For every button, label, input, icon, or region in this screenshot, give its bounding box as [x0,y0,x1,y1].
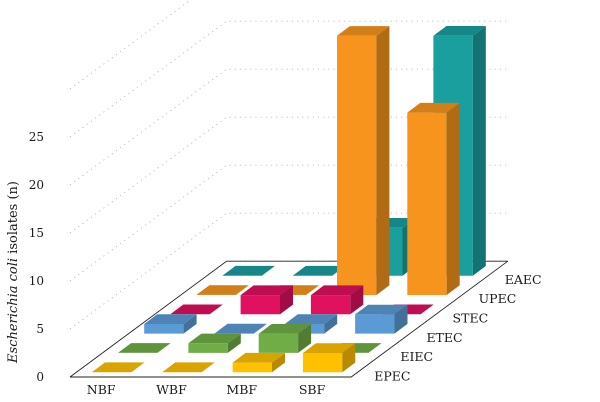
bar-front-face [337,35,377,296]
bar-side-face [157,343,171,353]
bar-side-face [420,304,434,315]
y-tick-label: 0 [36,370,44,384]
floor-edge [70,260,509,378]
bar [144,314,197,334]
bar-top-face [310,285,364,296]
bar [337,26,390,296]
chart-bars [92,26,486,373]
bar [355,304,408,334]
bar-top-face [162,362,215,373]
bar-side-face [350,285,364,315]
bar [118,343,171,353]
bar [196,285,249,295]
y-axis-label: Escherichia coli isolates (n) [6,181,21,364]
bar-top-face [144,314,197,324]
bar-side-face [201,362,215,373]
bar-top-face [214,323,267,334]
bar-top-face [240,285,293,296]
bar-top-face [118,343,171,353]
series-label: EAEC [505,272,542,287]
bar [188,333,241,353]
series-label: EIEC [400,349,433,364]
bar [162,362,215,373]
bar-side-face [253,323,267,334]
y-axis-label-rest: isolates (n) [6,181,21,258]
bar-front-face [302,353,343,373]
bar-top-face [196,285,249,295]
series-labels: EPEC EIEC ETEC STEC UPEC EAEC [374,272,541,384]
category-label: WBF [156,382,187,397]
bar-front-face [188,343,228,353]
bar-front-face [310,295,351,315]
bar-side-face [209,304,223,315]
bar-side-face [306,285,320,295]
bar [258,324,312,353]
series-label: ETEC [426,330,462,345]
bar-side-face [324,314,338,334]
bar-side-face [227,333,241,353]
category-label: MBF [226,382,257,397]
category-label: SBF [299,382,326,397]
bar-top-face [355,304,408,315]
bar-top-face [170,304,223,315]
y-tick-label: 15 [29,226,44,240]
bar-side-face [342,343,356,373]
bar [222,265,275,276]
bar [240,285,293,315]
bar-top-face [284,314,338,324]
bar-top-face [188,333,241,344]
bar-top-face [222,265,275,276]
bar-front-face [240,295,280,315]
y-tick-label: 10 [29,274,44,288]
y-tick-label: 25 [29,130,44,144]
bar [407,102,460,296]
bar-side-face [376,26,390,295]
category-labels: NBF WBF MBF SBF [87,382,326,397]
bar [310,285,364,315]
bar-front-face [407,112,447,295]
y-tick-labels: 0 5 10 15 20 25 [29,130,44,384]
bar-top-face [337,26,390,36]
bar-side-face [261,265,275,276]
y-tick-label: 5 [36,322,44,336]
bar-side-face [272,352,285,373]
bar-top-face [433,26,486,36]
bar [214,323,267,334]
series-label: EPEC [374,368,410,383]
bar [232,352,285,373]
category-label: NBF [87,382,116,397]
series-label: STEC [453,310,489,325]
series-label: UPEC [479,291,517,306]
bar-side-face [235,285,249,295]
bar-top-face [292,265,346,276]
bar-side-face [131,362,145,373]
bar-side-face [298,324,312,353]
bar-side-face [280,285,293,315]
bar-side-face [183,314,197,334]
bar-side-face [394,304,408,334]
bar-side-face [446,102,460,296]
bar-top-face [92,362,145,373]
bar [302,343,356,373]
y-tick-label: 20 [29,178,44,192]
bar-side-face [472,26,486,276]
bar [170,304,223,315]
bar-top-face [258,324,312,334]
y-axis-label-italic: Escherichia coli [6,258,21,364]
bar-top-face [407,102,460,113]
bar-front-face [232,362,272,373]
bar-side-face [368,343,382,353]
bar-top-face [232,352,285,363]
bar-front-face [355,314,395,334]
bar-top-face [302,343,356,353]
bar-front-face [258,333,299,353]
bar [92,362,145,373]
bar-front-face [144,324,184,334]
